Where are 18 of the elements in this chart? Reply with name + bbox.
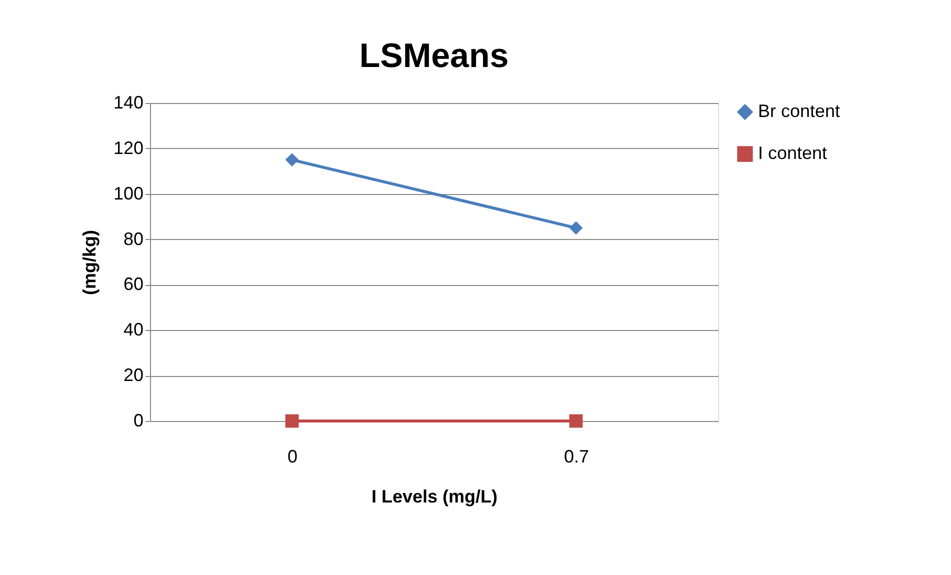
point bbox=[285, 153, 299, 166]
y-tick-label: 0 bbox=[133, 410, 144, 430]
y-tick-label: 100 bbox=[113, 183, 144, 204]
legend-label: Br content bbox=[758, 101, 840, 121]
y-tick-label: 120 bbox=[113, 138, 144, 158]
point bbox=[285, 414, 299, 428]
chart-title: LSMeans bbox=[359, 37, 509, 75]
y-tick-label: 60 bbox=[123, 274, 144, 294]
x-tick-label: 0.7 bbox=[564, 446, 590, 466]
y-tick-label: 40 bbox=[123, 320, 144, 340]
y-tick-label: 20 bbox=[123, 365, 144, 386]
point bbox=[569, 221, 583, 235]
x-axis-title: I Levels (mg/L) bbox=[371, 486, 498, 506]
y-tick-label: 80 bbox=[123, 228, 144, 249]
legend-label: I content bbox=[758, 143, 828, 163]
y-axis-title: (mg/kg) bbox=[79, 230, 100, 295]
point bbox=[569, 414, 583, 428]
y-tick-label: 140 bbox=[113, 92, 144, 112]
